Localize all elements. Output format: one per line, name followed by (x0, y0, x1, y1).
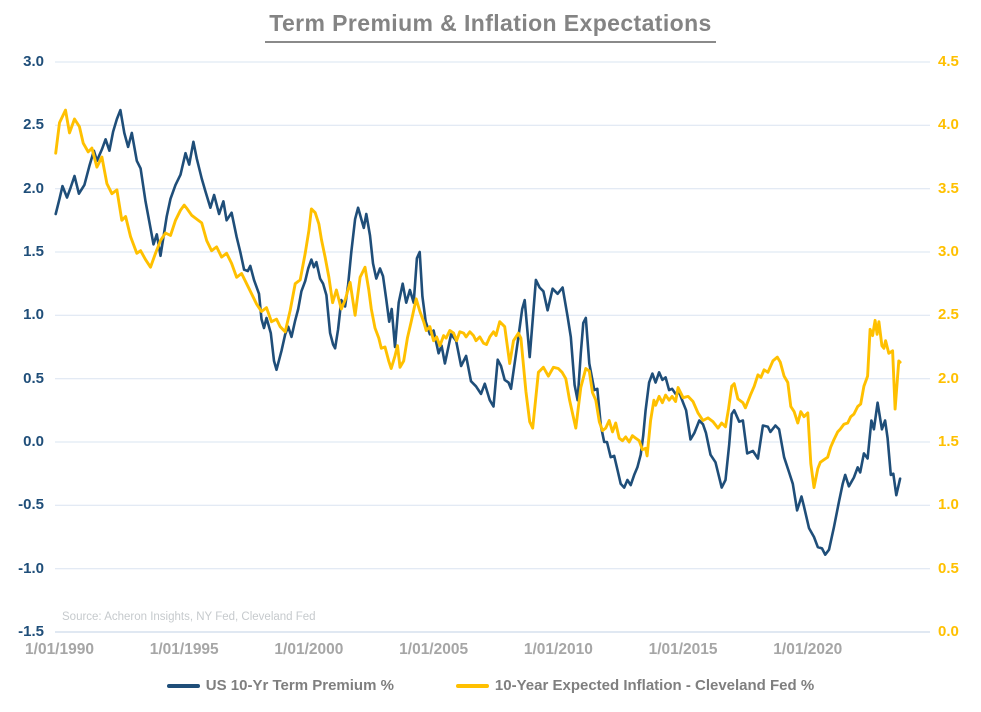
legend-label-expected-inflation: 10-Year Expected Inflation - Cleveland F… (494, 677, 815, 694)
legend-item-expected-inflation: 10-Year Expected Inflation - Cleveland F… (455, 677, 815, 694)
right-axis-tick-label: 1.0 (938, 496, 959, 514)
left-axis-tick-label: 2.5 (23, 116, 44, 134)
legend: US 10-Yr Term Premium % 10-Year Expected… (0, 677, 981, 694)
left-axis-tick-label: -0.5 (18, 496, 44, 514)
right-axis-tick-label: 2.0 (938, 369, 959, 387)
series-line-expected-inflation (54, 108, 902, 490)
right-axis-tick-label: 0.5 (938, 559, 959, 577)
left-axis-tick-label: -1.5 (18, 623, 44, 640)
right-axis-tick-label: 3.0 (938, 243, 959, 260)
right-axis-tick-label: 0.0 (938, 623, 959, 640)
legend-label-term-premium: US 10-Yr Term Premium % (205, 677, 394, 694)
right-axis-tick-label: 3.5 (938, 179, 959, 197)
x-axis-tick-label: 1/01/1990 (25, 641, 94, 658)
left-axis-tick-label: 3.0 (23, 53, 44, 70)
x-axis-tick-label: 1/01/2020 (773, 641, 843, 658)
left-axis-tick-label: -1.0 (18, 559, 44, 577)
right-axis-tick-label: 4.5 (938, 53, 959, 70)
series-line-term-premium (54, 108, 902, 557)
left-axis-tick-label: 1.5 (23, 243, 44, 260)
left-axis-tick-label: 1.0 (23, 306, 44, 324)
right-axis-tick-label: 1.5 (938, 433, 959, 450)
x-axis-tick-label: 1/01/2005 (399, 641, 469, 658)
right-axis-tick-label: 2.5 (938, 306, 959, 324)
right-axis-tick-label: 4.0 (938, 116, 959, 134)
expected-inflation-line-marker-icon (455, 683, 489, 688)
source-note: Source: Acheron Insights, NY Fed, Clevel… (62, 611, 316, 623)
term-premium-line-marker-icon (166, 683, 200, 688)
left-axis-tick-label: 2.0 (23, 179, 44, 197)
left-axis-tick-label: 0.0 (23, 433, 44, 450)
x-axis-tick-label: 1/01/2010 (523, 641, 593, 658)
left-axis-tick-label: 0.5 (23, 369, 44, 387)
legend-item-term-premium: US 10-Yr Term Premium % (166, 677, 394, 694)
chart-title: Term Premium & Inflation Expectations (265, 10, 716, 43)
x-axis-tick-label: 1/01/2015 (648, 641, 718, 658)
x-axis-tick-label: 1/01/1995 (149, 641, 219, 658)
x-axis-tick-label: 1/01/2000 (274, 641, 344, 658)
chart-title-wrap: Term Premium & Inflation Expectations (0, 10, 981, 43)
